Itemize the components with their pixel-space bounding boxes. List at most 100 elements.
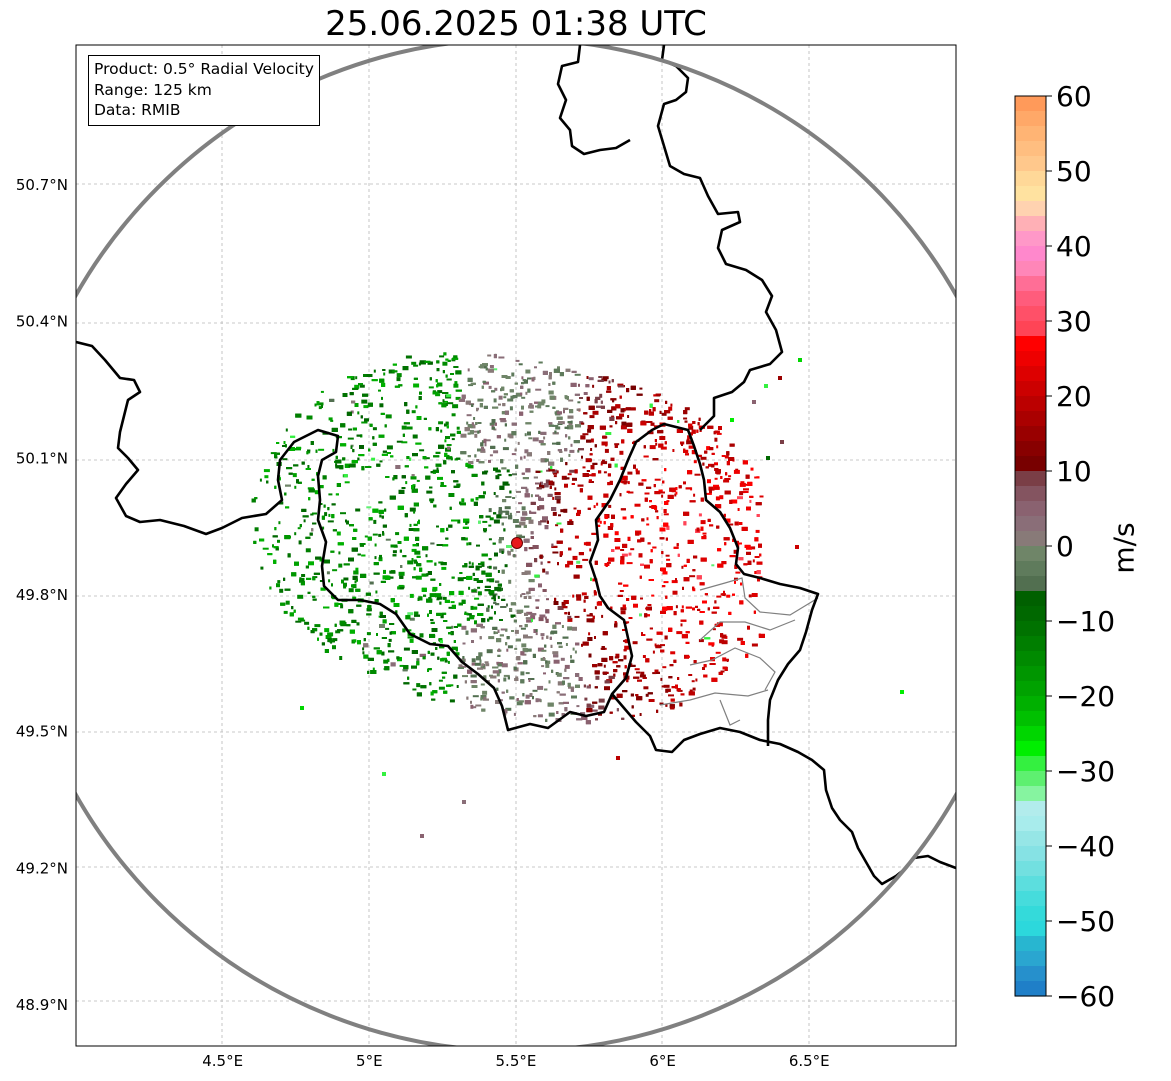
echo-cell — [430, 621, 435, 624]
echo-cell — [284, 492, 287, 496]
echo-cell — [734, 580, 736, 584]
echo-cell — [435, 647, 438, 650]
echo-cell — [569, 409, 574, 414]
echo-cell — [364, 418, 369, 422]
echo-cell — [359, 384, 365, 388]
echo-cell — [531, 613, 537, 616]
echo-cell — [438, 679, 443, 682]
echo-cell — [656, 631, 663, 635]
echo-cell — [476, 408, 479, 412]
echo-cell — [328, 513, 331, 517]
echo-cell — [500, 388, 503, 392]
echo-cell — [327, 632, 334, 637]
echo-cell — [396, 377, 401, 382]
echo-cell — [558, 702, 564, 705]
echo-cell — [488, 385, 492, 389]
echo-cell — [378, 509, 384, 514]
echo-cell — [493, 450, 499, 454]
echo-cell — [601, 378, 608, 382]
echo-cell — [483, 528, 487, 532]
echo-cell — [526, 611, 533, 615]
echo-cell — [607, 409, 613, 413]
echo-cell — [548, 383, 551, 386]
echo-cell — [444, 659, 448, 663]
echo-cell — [524, 570, 531, 575]
echo-cell — [464, 537, 468, 541]
echo-cell — [466, 521, 469, 524]
echo-cell — [541, 649, 547, 652]
echo-cell — [563, 508, 568, 513]
echo-cell — [445, 374, 448, 378]
echo-cell — [315, 449, 318, 453]
echo-cell — [412, 434, 418, 439]
echo-cell — [352, 596, 357, 600]
echo-cell — [659, 491, 665, 494]
echo-cell — [402, 628, 406, 633]
echo-cell — [398, 571, 405, 576]
echo-cell — [736, 542, 742, 545]
echo-cell — [522, 477, 529, 480]
echo-cell — [608, 380, 611, 384]
echo-cell — [666, 525, 670, 530]
echo-cell — [370, 670, 377, 674]
echo-cell — [409, 523, 412, 527]
echo-cell — [407, 676, 410, 680]
echo-cell — [619, 590, 624, 592]
echo-cell — [645, 693, 649, 697]
echo-cell — [423, 417, 427, 420]
echo-cell — [467, 368, 470, 372]
echo-cell — [586, 439, 592, 443]
echo-cell — [372, 533, 378, 536]
echo-cell — [488, 524, 492, 527]
echo-cell — [528, 678, 535, 680]
echo-cell — [723, 513, 726, 517]
echo-cell — [481, 385, 484, 389]
echo-cell — [451, 470, 455, 474]
echo-cell — [471, 640, 474, 643]
echo-cell — [297, 527, 301, 530]
echo-cell — [466, 613, 472, 616]
echo-cell — [285, 428, 288, 432]
echo-cell — [539, 614, 546, 618]
echo-cell — [521, 472, 525, 475]
echo-cell — [621, 421, 627, 426]
echo-cell — [304, 621, 310, 625]
echo-cell — [593, 591, 597, 596]
echo-cell — [632, 441, 636, 444]
echo-cell — [545, 718, 548, 722]
echo-cell — [716, 445, 719, 449]
echo-cell — [283, 610, 288, 614]
echo-cell — [683, 481, 686, 485]
echo-cell — [548, 390, 554, 395]
echo-cell — [412, 544, 418, 547]
echo-cell — [714, 477, 718, 480]
echo-cell — [489, 517, 494, 521]
echo-cell — [509, 696, 515, 700]
echo-cell — [253, 540, 257, 544]
echo-cell — [453, 674, 458, 679]
echo-cell — [743, 563, 748, 566]
echo-cell — [614, 531, 619, 536]
echo-cell — [543, 672, 546, 675]
echo-cell — [532, 696, 534, 700]
echo-cell — [756, 476, 760, 479]
echo-cell — [274, 456, 278, 459]
echo-cell — [405, 355, 412, 359]
echo-cell — [570, 420, 573, 424]
echo-cell — [665, 537, 668, 541]
echo-cell — [443, 460, 447, 465]
echo-cell — [626, 562, 633, 565]
echo-cell — [567, 560, 574, 565]
echo-cell — [613, 669, 618, 673]
echo-cell — [604, 448, 609, 453]
echo-cell — [497, 629, 500, 633]
echo-cell — [478, 429, 481, 433]
echo-cell — [754, 556, 760, 558]
echo-cell — [443, 400, 448, 403]
echo-cell — [526, 562, 533, 567]
echo-cell — [501, 598, 506, 601]
echo-cell — [493, 593, 498, 596]
echo-cell — [507, 676, 510, 680]
echo-cell — [721, 455, 726, 457]
echo-cell — [594, 686, 598, 689]
